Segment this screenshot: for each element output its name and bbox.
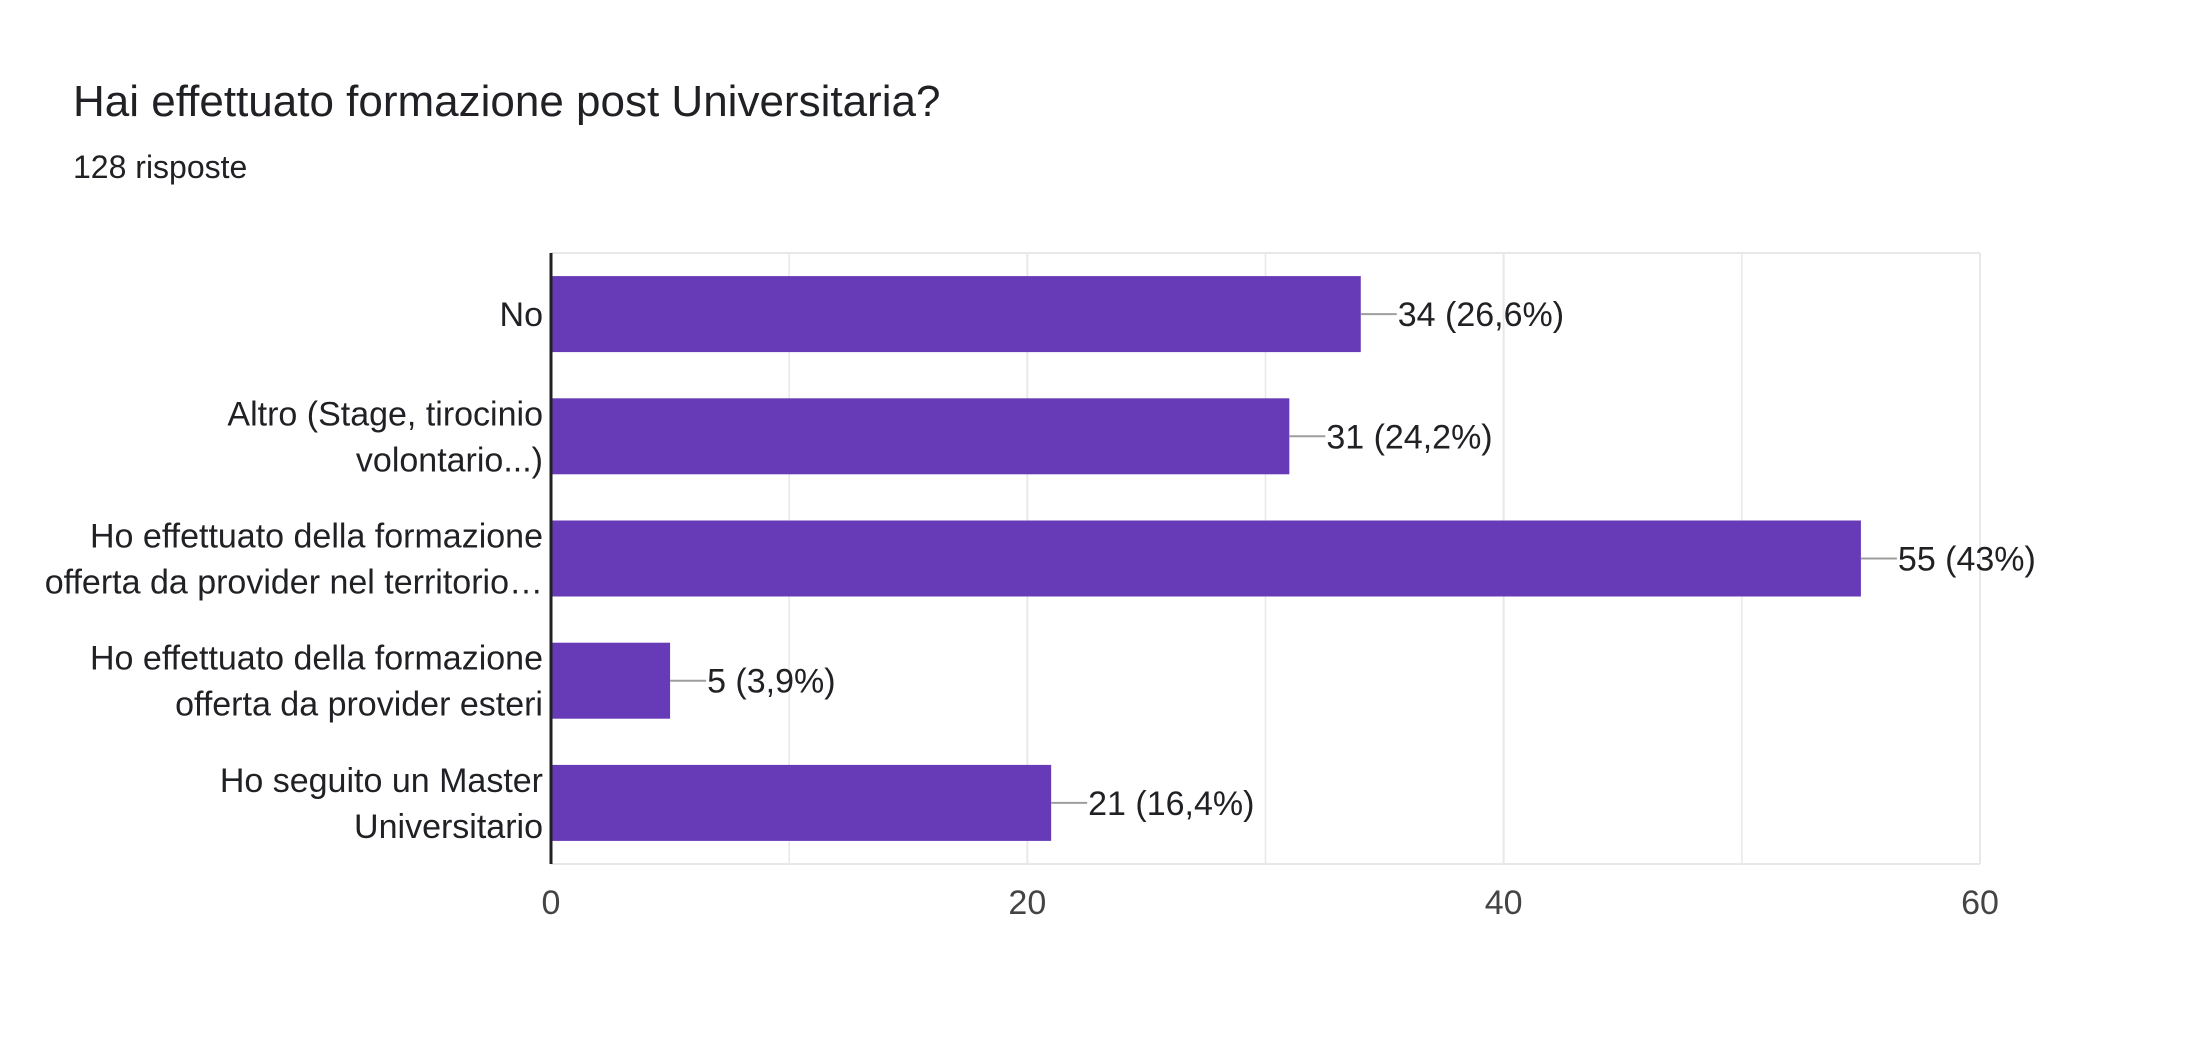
- x-tick-label: 0: [542, 884, 561, 922]
- category-label: Ho seguito un Master: [220, 762, 543, 800]
- bar-1: [551, 276, 1361, 353]
- x-tick-label: 60: [1961, 884, 1999, 922]
- x-tick-label: 20: [1008, 884, 1046, 922]
- bar-2: [551, 398, 1290, 475]
- data-label: 5 (3,9%): [707, 663, 836, 701]
- category-label: offerta da provider nel territorio…: [45, 564, 543, 602]
- data-label: 31 (24,2%): [1326, 418, 1492, 456]
- response-count: 128 risposte: [73, 149, 248, 185]
- category-label: Ho effettuato della formazione: [90, 640, 543, 678]
- category-label: Ho effettuato della formazione: [90, 518, 543, 556]
- bar-3: [551, 520, 1861, 597]
- bar-4: [551, 642, 671, 719]
- x-tick-label: 40: [1485, 884, 1523, 922]
- data-label: 34 (26,6%): [1398, 296, 1564, 334]
- category-label: volontario...): [356, 441, 543, 479]
- chart-title: Hai effettuato formazione post Universit…: [73, 77, 941, 126]
- category-label: offerta da provider esteri: [175, 686, 543, 724]
- bar-5: [551, 764, 1052, 841]
- category-label: Altro (Stage, tirocinio: [227, 395, 543, 433]
- category-label: No: [500, 296, 543, 334]
- data-label: 21 (16,4%): [1088, 785, 1254, 823]
- category-label: Universitario: [354, 808, 543, 846]
- data-label: 55 (43%): [1898, 541, 2036, 579]
